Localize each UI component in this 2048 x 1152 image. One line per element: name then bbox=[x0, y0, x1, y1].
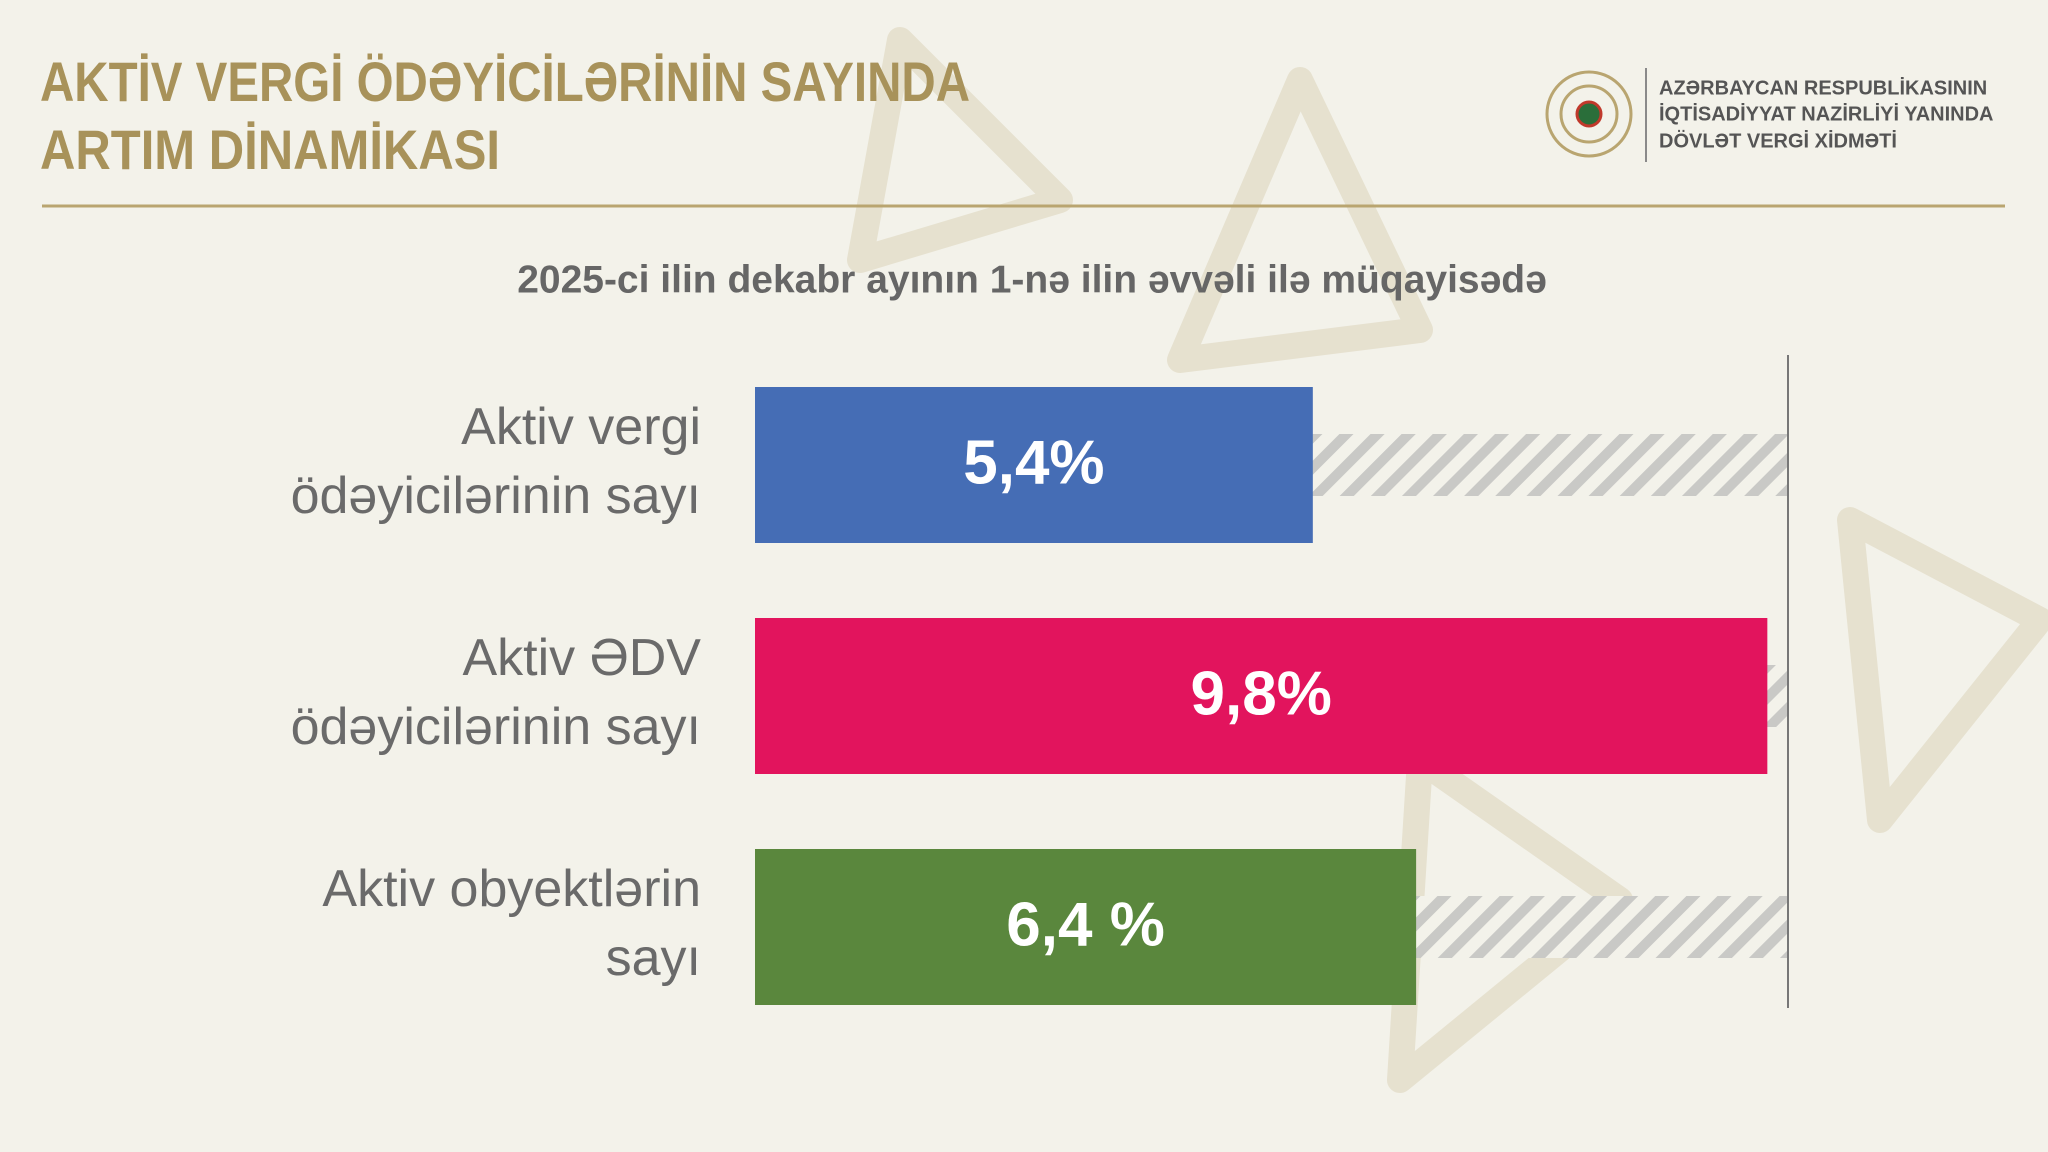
bar bbox=[755, 387, 1313, 543]
category-label: Aktiv vergi bbox=[461, 398, 701, 456]
bar bbox=[755, 849, 1417, 1005]
category-label: Aktiv ƏDV bbox=[463, 629, 702, 687]
bar bbox=[755, 618, 1768, 774]
plot: 5,4% Aktiv vergi ödəyicilərinin sayı 9,8% Ak… bbox=[291, 355, 1789, 1008]
value-label: 6,4 % bbox=[1006, 890, 1165, 959]
category-label: sayı bbox=[606, 929, 701, 987]
title-line: ARTIM DİNAMİKASI bbox=[40, 118, 500, 181]
organization-line: AZƏRBAYCAN RESPUBLİKASININ bbox=[1659, 76, 1987, 99]
organization-line: DÖVLƏT VERGİ XİDMƏTİ bbox=[1659, 129, 1897, 152]
category-label: Aktiv obyektlərin bbox=[322, 860, 701, 918]
category-label: ödəyicilərinin sayı bbox=[291, 698, 701, 756]
organization-line: İQTİSADİYYAT NAZİRLİYİ YANINDA bbox=[1659, 102, 1994, 125]
category-label: ödəyicilərinin sayı bbox=[291, 467, 701, 525]
logo bbox=[1545, 70, 1633, 158]
value-label: 9,8% bbox=[1191, 659, 1332, 728]
subtitle: 2025-ci ilin dekabr ayının 1-nə ilin əvv… bbox=[517, 258, 1547, 301]
title-line: AKTİV VERGİ ÖDƏYİCİLƏRİNİN SAYINDA bbox=[40, 50, 970, 113]
value-label: 5,4% bbox=[963, 428, 1104, 497]
